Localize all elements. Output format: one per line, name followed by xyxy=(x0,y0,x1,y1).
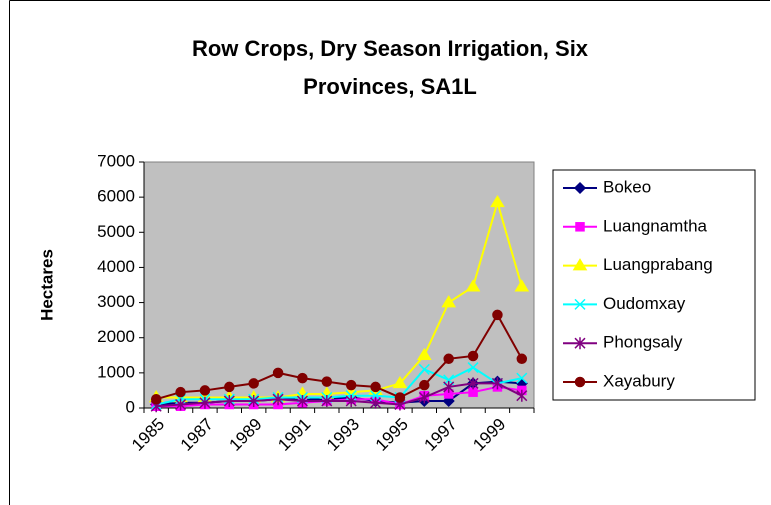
marker xyxy=(321,376,333,387)
marker xyxy=(467,377,479,390)
marker xyxy=(491,377,503,390)
legend-marker xyxy=(573,181,587,195)
chart-title: Row Crops, Dry Season Irrigation, Six xyxy=(192,36,589,61)
marker xyxy=(492,309,503,321)
marker xyxy=(223,394,235,407)
x-tick-label: 1987 xyxy=(177,415,217,455)
marker xyxy=(296,394,308,407)
marker xyxy=(465,279,481,292)
marker xyxy=(248,394,260,407)
marker xyxy=(345,379,357,391)
y-tick-label: 3000 xyxy=(97,292,135,311)
legend-marker xyxy=(574,337,586,350)
marker xyxy=(199,385,211,396)
legend-marker xyxy=(574,298,586,310)
legend-label: Luangprabang xyxy=(603,255,713,274)
marker xyxy=(516,389,528,402)
legend-marker xyxy=(572,258,588,271)
marker xyxy=(441,295,457,308)
x-tick-label: 1995 xyxy=(372,415,412,455)
legend-label: Xayabury xyxy=(603,371,675,390)
y-tick-label: 7000 xyxy=(97,151,135,170)
series xyxy=(150,309,528,405)
marker xyxy=(272,367,284,379)
x-tick-label: 1999 xyxy=(469,415,509,455)
series-line xyxy=(156,382,523,408)
y-tick-label: 1000 xyxy=(97,362,135,381)
x-tick-label: 1997 xyxy=(421,415,461,455)
marker xyxy=(490,194,505,208)
y-tick-label: 5000 xyxy=(97,222,135,241)
marker xyxy=(175,398,187,411)
marker xyxy=(467,350,479,362)
x-tick-label: 1989 xyxy=(226,415,266,455)
series-line xyxy=(155,312,523,401)
x-tick-label: 1991 xyxy=(274,415,314,455)
marker xyxy=(224,381,235,393)
marker xyxy=(418,391,430,404)
series xyxy=(150,377,528,413)
marker xyxy=(419,379,430,391)
marker xyxy=(394,392,406,403)
marker xyxy=(150,393,162,405)
series-line xyxy=(156,198,523,399)
y-tick-label: 2000 xyxy=(97,327,135,346)
chart-title: Provinces, SA1L xyxy=(303,74,477,99)
x-tick-label: 1985 xyxy=(128,415,168,455)
marker xyxy=(248,378,259,389)
marker xyxy=(467,362,479,374)
marker xyxy=(418,363,430,375)
marker xyxy=(199,396,211,409)
marker xyxy=(516,372,528,384)
marker xyxy=(392,375,408,389)
y-tick-label: 6000 xyxy=(97,187,135,206)
marker xyxy=(443,380,455,393)
legend-label: Bokeo xyxy=(603,177,651,196)
marker xyxy=(321,394,333,407)
x-tick-label: 1993 xyxy=(323,415,363,455)
y-axis-label: Hectares xyxy=(37,249,56,321)
marker xyxy=(370,396,382,409)
legend xyxy=(552,169,756,401)
marker xyxy=(175,386,186,398)
marker xyxy=(297,372,308,384)
legend-marker xyxy=(575,222,585,232)
legend-label: Oudomxay xyxy=(603,294,686,313)
series-line xyxy=(155,366,523,406)
marker xyxy=(516,353,528,365)
marker xyxy=(272,393,284,406)
y-tick-label: 0 xyxy=(126,397,135,416)
marker xyxy=(370,381,381,393)
legend-marker xyxy=(574,376,586,388)
marker xyxy=(345,394,357,407)
marker xyxy=(416,347,432,361)
marker xyxy=(443,353,454,365)
legend-label: Luangnamtha xyxy=(603,216,708,235)
marker xyxy=(514,279,530,292)
y-tick-label: 4000 xyxy=(97,257,135,276)
legend-label: Phongsaly xyxy=(603,333,683,352)
